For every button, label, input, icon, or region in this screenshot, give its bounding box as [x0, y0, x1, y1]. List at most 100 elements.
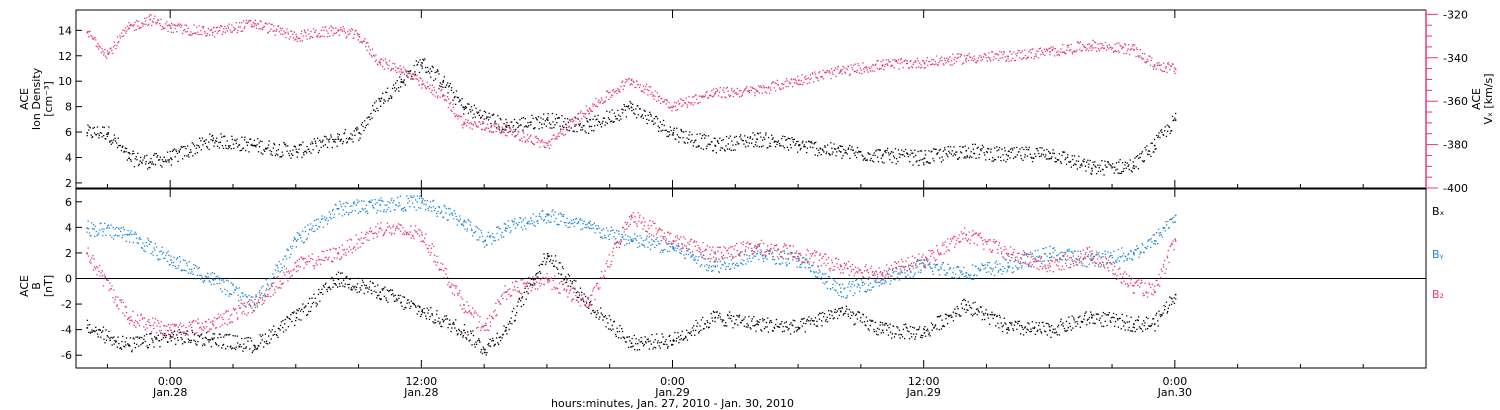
vx-point [1116, 42, 1118, 44]
vx-point [873, 70, 875, 72]
vx-point [1039, 47, 1041, 49]
by-point [516, 224, 518, 226]
bx-point [581, 298, 584, 300]
bx-point [165, 336, 167, 339]
density-point [498, 129, 501, 131]
by-point [493, 240, 495, 242]
by-point [280, 263, 282, 265]
bx-point [1167, 310, 1169, 313]
vx-point [775, 90, 777, 92]
density-point [1147, 150, 1150, 152]
density-point [598, 121, 601, 123]
density-point [515, 121, 518, 124]
by-point [622, 235, 624, 238]
bx-point [760, 329, 762, 331]
density-point [490, 122, 492, 125]
by-point [437, 211, 439, 213]
bx-point [1023, 334, 1025, 336]
bx-point [628, 336, 630, 338]
bx-point [1076, 320, 1078, 323]
bx-point [511, 323, 513, 325]
vx-point [373, 55, 375, 57]
density-point [628, 105, 630, 107]
vx-point [310, 30, 312, 33]
bx-point [1103, 325, 1105, 328]
bx-point [171, 332, 173, 334]
bx-point [881, 322, 883, 324]
by-point [379, 199, 381, 201]
vx-point [541, 139, 543, 141]
vx-point [97, 43, 99, 45]
bx-point [354, 285, 356, 288]
bx-point [1100, 322, 1102, 324]
bx-point [364, 284, 366, 286]
by-point [404, 209, 406, 211]
bx-point [714, 320, 716, 323]
bx-point [139, 336, 141, 338]
vx-point [370, 54, 372, 57]
bx-point [228, 334, 230, 336]
vx-point [615, 89, 618, 92]
vx-point [148, 23, 150, 25]
vx-point [641, 90, 643, 93]
density-point [875, 150, 877, 152]
bx-point [246, 337, 248, 339]
by-point [566, 217, 568, 219]
by-point [179, 261, 181, 263]
by-point [340, 203, 342, 205]
vx-point [230, 31, 232, 33]
density-point [499, 117, 501, 120]
by-point [557, 223, 559, 225]
density-point [666, 135, 668, 138]
bx-point [1032, 327, 1034, 329]
density-point [984, 154, 986, 156]
bx-point [135, 336, 137, 338]
bx-point [1167, 307, 1169, 309]
density-point [581, 126, 583, 129]
density-point [527, 126, 529, 128]
density-point [597, 114, 599, 117]
vx-point [103, 52, 105, 54]
density-point [810, 141, 812, 143]
vx-point [354, 30, 356, 32]
vx-point [349, 33, 351, 35]
vx-point [857, 63, 859, 65]
by-point [574, 218, 577, 220]
vx-point [1106, 45, 1108, 47]
density-point [551, 127, 553, 129]
density-point [626, 105, 628, 107]
density-point [996, 150, 998, 152]
vx-point [378, 61, 380, 63]
vx-point [332, 34, 334, 36]
vx-point [563, 134, 565, 137]
density-point [180, 146, 182, 148]
bx-point [1134, 319, 1137, 322]
density-point [907, 155, 909, 158]
vx-point [1093, 47, 1095, 49]
bx-point [992, 313, 994, 316]
vx-point [622, 80, 624, 82]
density-point [1047, 158, 1049, 160]
density-point [211, 134, 214, 136]
vx-point [862, 62, 864, 64]
bx-point [398, 297, 400, 299]
bx-point [498, 343, 500, 345]
density-point [512, 125, 515, 127]
vx-point [540, 140, 543, 142]
bx-point [1094, 323, 1096, 325]
density-point [838, 150, 840, 152]
by-point [334, 203, 336, 206]
by-point [182, 259, 185, 261]
density-point [658, 127, 661, 129]
by-point [138, 238, 140, 240]
density-point [730, 149, 732, 152]
density-point [170, 164, 173, 166]
vx-point [825, 71, 827, 74]
bx-point [696, 325, 698, 327]
vx-point [425, 88, 427, 90]
vx-point [373, 54, 375, 56]
vx-point [931, 59, 933, 61]
vx-point [709, 94, 711, 96]
density-point [652, 123, 655, 125]
by-point [94, 225, 97, 227]
